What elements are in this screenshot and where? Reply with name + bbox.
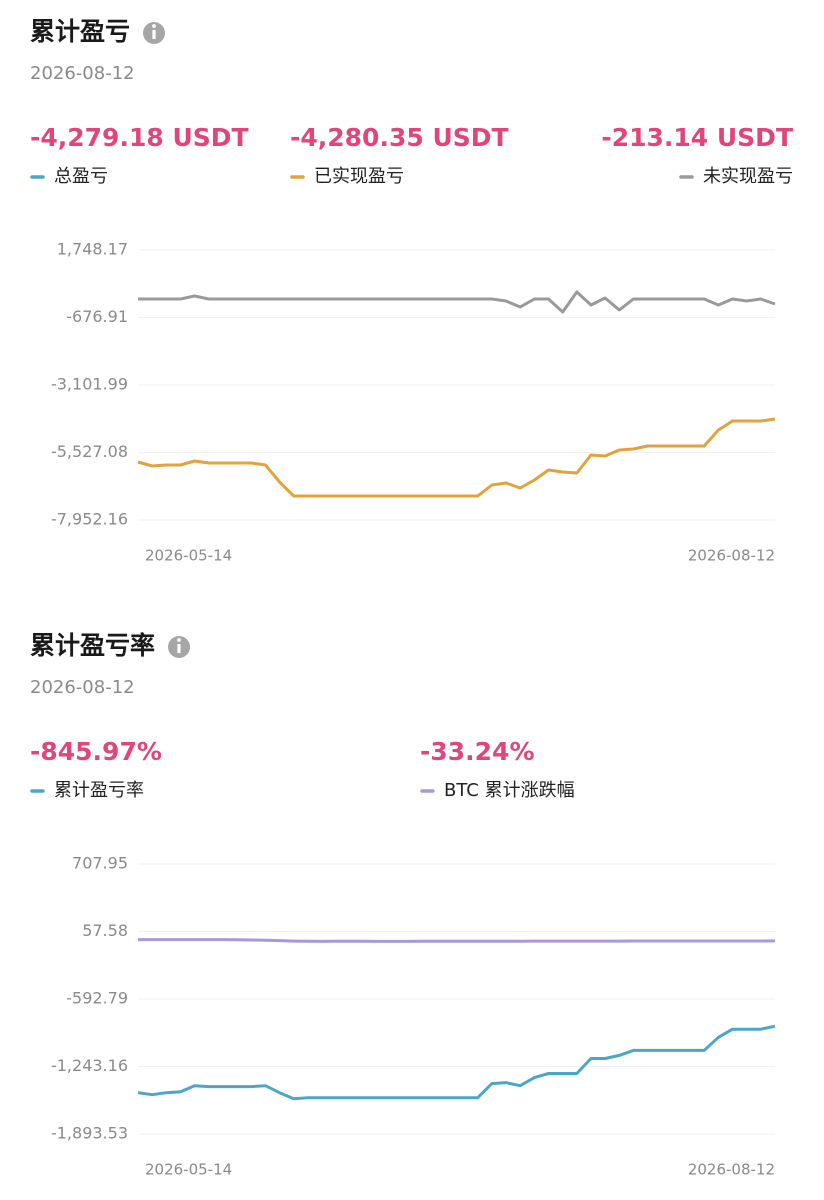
y-tick-label: -7,952.16	[51, 510, 128, 529]
y-tick-label: 1,748.17	[57, 240, 128, 259]
y-tick-label: -592.79	[66, 989, 128, 1008]
info-icon-bar	[152, 30, 156, 39]
y-tick-label: -3,101.99	[51, 374, 128, 393]
legend-label: 已实现盈亏	[314, 166, 404, 187]
y-tick-label: -1,243.16	[51, 1056, 128, 1075]
series-line	[137, 1024, 776, 1101]
summary-value: -4,279.18 USDT	[30, 123, 249, 152]
section-title: 累计盈亏	[30, 17, 130, 46]
legend-label: 累计盈亏率	[54, 780, 144, 801]
y-tick-label: -676.91	[66, 307, 128, 326]
y-tick-label: 707.95	[72, 854, 128, 873]
section-title: 累计盈亏率	[30, 631, 155, 660]
date: 2026-08-12	[30, 677, 135, 698]
summary-value: -4,280.35 USDT	[290, 123, 509, 152]
x-tick-label: 2026-05-14	[145, 547, 232, 565]
date: 2026-08-12	[30, 63, 135, 84]
x-tick-label: 2026-08-12	[688, 547, 775, 565]
y-tick-label: -5,527.08	[51, 442, 128, 461]
series-line	[138, 938, 776, 943]
y-tick-label: -1,893.53	[51, 1124, 128, 1143]
x-tick-label: 2026-05-14	[145, 1161, 232, 1179]
summary-value: -213.14 USDT	[601, 123, 793, 152]
info-icon-dot	[152, 24, 156, 28]
info-icon-bar	[177, 644, 181, 653]
legend-label: BTC 累计涨跌幅	[444, 780, 575, 801]
series-line	[137, 417, 776, 498]
legend-label: 总盈亏	[54, 166, 108, 187]
summary-value: -33.24%	[420, 737, 535, 766]
series-line	[138, 290, 776, 314]
y-tick-label: 57.58	[82, 921, 128, 940]
legend-label: 未实现盈亏	[703, 166, 793, 187]
x-tick-label: 2026-08-12	[688, 1161, 775, 1179]
summary-value: -845.97%	[30, 737, 162, 766]
info-icon-dot	[177, 638, 181, 642]
